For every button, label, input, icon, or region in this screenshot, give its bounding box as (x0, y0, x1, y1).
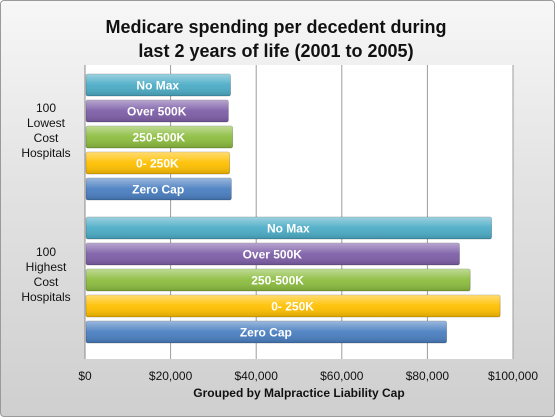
bar-highlight (86, 126, 233, 148)
bar-label: No Max (267, 222, 310, 236)
bar-highlight (86, 152, 230, 174)
bar-highlight (86, 269, 471, 291)
bar-label: No Max (136, 79, 179, 93)
bar-highlight (86, 217, 492, 239)
bar-highlight (86, 74, 231, 96)
bar-label: 250-500K (251, 274, 304, 288)
group-label-line: Hospitals (21, 146, 71, 160)
x-tick-label: $60,000 (320, 369, 364, 383)
chart-title: Medicare spending per decedent during la… (61, 15, 491, 63)
chart-title-line-1: Medicare spending per decedent during (105, 17, 447, 37)
x-tick-label: $20,000 (149, 369, 193, 383)
bar-highlight (86, 100, 229, 122)
bar-highlight (86, 243, 460, 265)
bar-label: Over 500K (243, 248, 303, 262)
group-label-line: Cost (33, 275, 59, 289)
bar-label: Zero Cap (132, 183, 184, 197)
bar-label: 250-500K (132, 131, 185, 145)
group-label-line: Lowest (26, 116, 66, 130)
x-axis-label: Grouped by Malpractice Liability Cap (193, 386, 405, 400)
group-label-line: 100 (35, 101, 57, 115)
group-label-line: Cost (33, 131, 59, 145)
x-tick-label: $0 (78, 369, 92, 383)
chart-title-line-2: last 2 years of life (2001 to 2005) (138, 41, 414, 61)
x-tick-label: $40,000 (235, 369, 279, 383)
bar-label: Over 500K (127, 105, 187, 119)
bar-highlight (86, 321, 447, 343)
bar-label: Zero Cap (240, 326, 292, 340)
group-label-line: 100 (35, 245, 57, 259)
bar-highlight (86, 295, 501, 317)
x-tick-label: $80,000 (406, 369, 450, 383)
group-label-line: Hospitals (21, 290, 71, 304)
group-label-line: Highest (25, 260, 67, 274)
group-label-highest: 100 Highest Cost Hospitals (11, 245, 81, 305)
bar-label: 0- 250K (136, 157, 179, 171)
x-tick-label: $100,000 (488, 369, 538, 383)
group-label-lowest: 100 Lowest Cost Hospitals (11, 101, 81, 161)
bar-highlight (86, 178, 232, 200)
bar-label: 0- 250K (271, 300, 314, 314)
